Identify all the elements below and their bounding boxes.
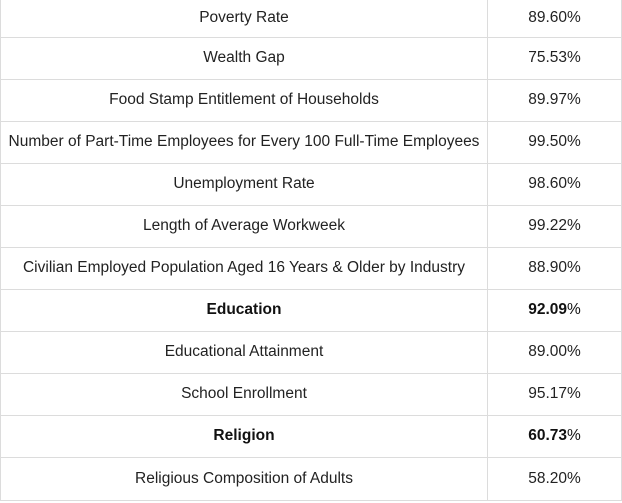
table-row: Length of Average Workweek 99.22% [0, 204, 622, 248]
table-row: Food Stamp Entitlement of Households 89.… [0, 78, 622, 122]
row-value: 58.20% [487, 456, 622, 501]
row-value: 99.50% [487, 120, 622, 164]
row-value: 98.60% [487, 162, 622, 206]
row-label: School Enrollment [0, 372, 488, 416]
row-label: Civilian Employed Population Aged 16 Yea… [0, 246, 488, 290]
row-label: Religious Composition of Adults [0, 456, 488, 501]
table-row: Wealth Gap 75.53% [0, 36, 622, 80]
row-value: 89.60% [487, 0, 622, 38]
category-row-religion: Religion 60.73% [0, 414, 622, 458]
category-value-suffix: % [567, 301, 581, 318]
row-label: Wealth Gap [0, 36, 488, 80]
row-label: Length of Average Workweek [0, 204, 488, 248]
row-value: 89.97% [487, 78, 622, 122]
category-label: Religion [0, 414, 488, 458]
row-value: 95.17% [487, 372, 622, 416]
category-row-education: Education 92.09% [0, 288, 622, 332]
category-label: Education [0, 288, 488, 332]
row-label: Educational Attainment [0, 330, 488, 374]
table-row: Unemployment Rate 98.60% [0, 162, 622, 206]
category-value: 60.73% [487, 414, 622, 458]
table-row: Civilian Employed Population Aged 16 Yea… [0, 246, 622, 290]
category-value-number: 92.09 [528, 301, 567, 318]
category-value-suffix: % [567, 427, 581, 444]
row-value: 89.00% [487, 330, 622, 374]
table-row: Poverty Rate 89.60% [0, 0, 622, 38]
category-value-number: 60.73 [528, 427, 567, 444]
table-row: School Enrollment 95.17% [0, 372, 622, 416]
table-row: Number of Part-Time Employees for Every … [0, 120, 622, 164]
row-label: Unemployment Rate [0, 162, 488, 206]
row-label: Poverty Rate [0, 0, 488, 38]
row-label: Number of Part-Time Employees for Every … [0, 120, 488, 164]
category-value: 92.09% [487, 288, 622, 332]
row-value: 99.22% [487, 204, 622, 248]
row-label: Food Stamp Entitlement of Households [0, 78, 488, 122]
row-value: 75.53% [487, 36, 622, 80]
row-value: 88.90% [487, 246, 622, 290]
table-row: Educational Attainment 89.00% [0, 330, 622, 374]
table-row: Religious Composition of Adults 58.20% [0, 456, 622, 501]
